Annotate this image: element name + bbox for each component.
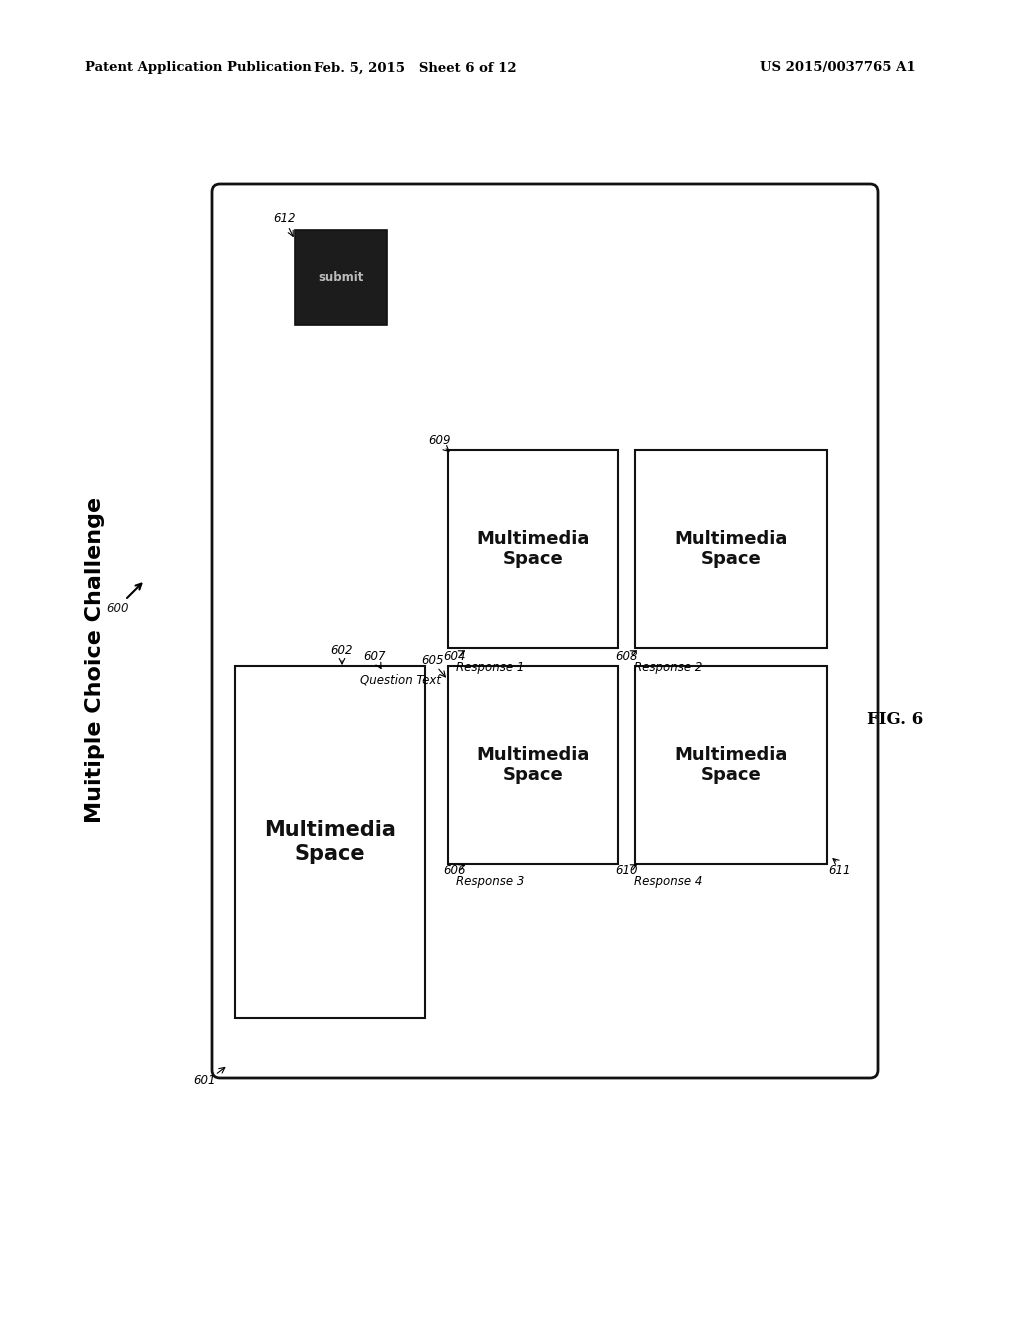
Text: 604: 604 — [443, 649, 466, 663]
Bar — [234, 667, 425, 1018]
Bar — [449, 667, 618, 865]
Text: Feb. 5, 2015   Sheet 6 of 12: Feb. 5, 2015 Sheet 6 of 12 — [313, 62, 516, 74]
Text: Patent Application Publication: Patent Application Publication — [85, 62, 311, 74]
Text: Multimedia
Space: Multimedia Space — [264, 821, 396, 863]
Bar — [295, 230, 387, 325]
Text: 601: 601 — [194, 1073, 216, 1086]
Text: 610: 610 — [615, 863, 638, 876]
Text: FIG. 6: FIG. 6 — [867, 711, 923, 729]
Text: 606: 606 — [443, 863, 466, 876]
Text: Muitiple Choice Challenge: Muitiple Choice Challenge — [85, 496, 105, 824]
Text: 607: 607 — [364, 649, 386, 663]
Text: Multimedia
Space: Multimedia Space — [476, 529, 590, 569]
Bar — [635, 450, 827, 648]
Text: Multimedia
Space: Multimedia Space — [675, 746, 787, 784]
Text: 611: 611 — [828, 863, 851, 876]
Text: Multimedia
Space: Multimedia Space — [675, 529, 787, 569]
FancyBboxPatch shape — [212, 183, 878, 1078]
Text: Response 4: Response 4 — [634, 875, 702, 888]
Text: Response 2: Response 2 — [634, 660, 702, 673]
Text: 600: 600 — [106, 602, 129, 615]
Bar — [449, 450, 618, 648]
Bar — [635, 667, 827, 865]
Text: Multimedia
Space: Multimedia Space — [476, 746, 590, 784]
Text: 602: 602 — [331, 644, 353, 656]
Text: Question Text: Question Text — [359, 673, 440, 686]
Text: 605: 605 — [422, 653, 444, 667]
Text: 608: 608 — [615, 649, 638, 663]
Text: US 2015/0037765 A1: US 2015/0037765 A1 — [760, 62, 915, 74]
Text: submit: submit — [318, 271, 364, 284]
Text: 609: 609 — [429, 433, 452, 446]
Text: Response 1: Response 1 — [456, 660, 524, 673]
Text: Response 3: Response 3 — [456, 875, 524, 888]
Text: 612: 612 — [273, 211, 296, 224]
